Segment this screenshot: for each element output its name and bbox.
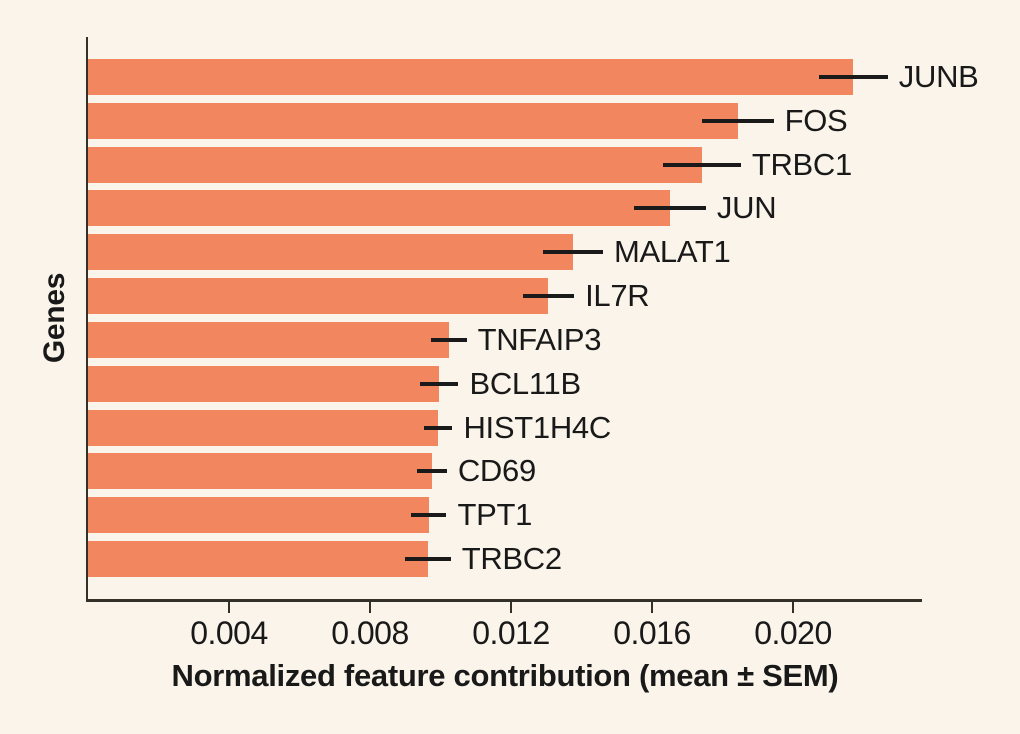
x-tick bbox=[650, 601, 654, 613]
bar bbox=[88, 278, 549, 315]
error-bar bbox=[818, 75, 888, 79]
bar-label: CD69 bbox=[457, 453, 536, 489]
error-bar bbox=[419, 381, 459, 386]
error-bar bbox=[543, 250, 603, 255]
bar bbox=[88, 234, 574, 271]
x-tick-label: 0.016 bbox=[613, 615, 691, 651]
x-tick-label: 0.004 bbox=[190, 615, 268, 651]
error-bar bbox=[634, 206, 706, 211]
bar bbox=[88, 190, 670, 227]
error-bar bbox=[423, 425, 453, 430]
bar bbox=[88, 102, 738, 139]
x-tick bbox=[227, 601, 231, 613]
bar-label: IL7R bbox=[585, 278, 650, 314]
x-tick bbox=[791, 601, 795, 613]
bar-label: TNFAIP3 bbox=[477, 321, 602, 357]
x-axis-spine bbox=[85, 599, 922, 602]
bar bbox=[88, 59, 854, 95]
bar bbox=[88, 146, 703, 183]
x-tick-label: 0.012 bbox=[472, 615, 550, 651]
bar bbox=[88, 321, 449, 358]
error-bar bbox=[404, 557, 451, 561]
bar-label: BCL11B bbox=[469, 365, 581, 401]
bar-label: JUNB bbox=[898, 59, 979, 94]
bar-label: JUN bbox=[716, 190, 777, 226]
bar-label: FOS bbox=[784, 102, 848, 138]
y-axis-spine bbox=[85, 37, 88, 602]
x-axis-label: Normalized feature contribution (mean ± … bbox=[171, 658, 839, 693]
bar-label: TRBC2 bbox=[461, 541, 562, 576]
error-bar bbox=[663, 162, 741, 167]
bar bbox=[88, 541, 428, 577]
x-tick bbox=[368, 601, 372, 613]
error-bar bbox=[702, 118, 774, 123]
error-bar bbox=[431, 337, 467, 342]
bar-label: HIST1H4C bbox=[463, 409, 611, 445]
bar bbox=[88, 453, 433, 490]
y-axis-label: Genes bbox=[38, 272, 71, 364]
bar-label: TPT1 bbox=[457, 497, 533, 533]
plot-area: JUNB FOS TRBC1 JUN MALAT1 IL7R TNFAIP3 BCL11B HI… bbox=[85, 37, 979, 651]
bar-label: TRBC1 bbox=[751, 146, 852, 182]
bar bbox=[88, 365, 440, 402]
error-bar bbox=[411, 513, 447, 518]
x-tick-label: 0.008 bbox=[331, 615, 409, 651]
error-bar bbox=[522, 294, 575, 299]
x-tick bbox=[509, 601, 513, 613]
error-bar bbox=[417, 469, 447, 474]
x-tick-label: 0.020 bbox=[754, 615, 832, 651]
bar-label: MALAT1 bbox=[613, 234, 731, 270]
bar bbox=[88, 497, 429, 534]
bar bbox=[88, 409, 439, 446]
